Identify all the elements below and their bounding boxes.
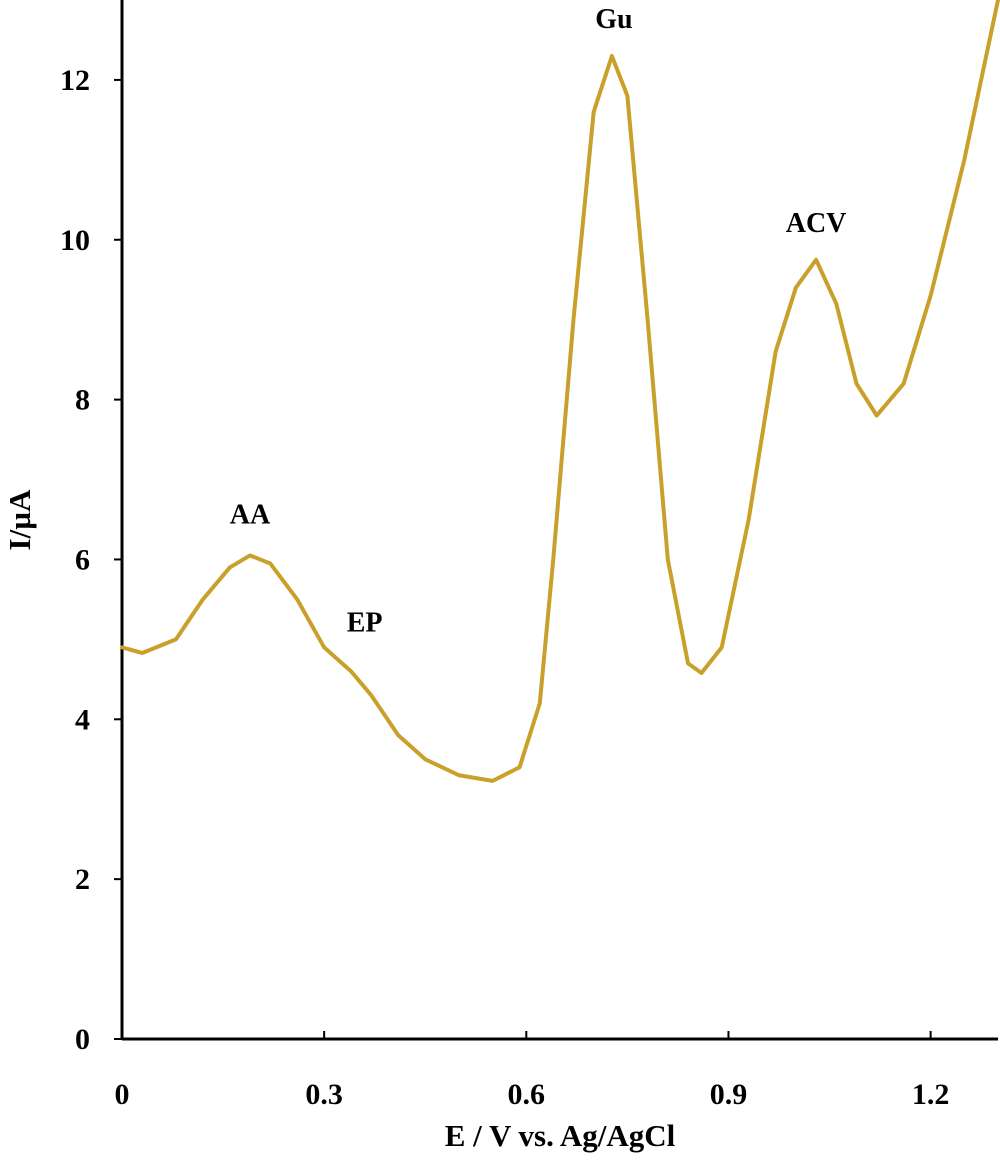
x-tick-label: 0: [115, 1078, 130, 1111]
y-axis-title: I/µA: [2, 489, 37, 551]
annotation: Gu: [595, 4, 632, 35]
x-tick-label: 1.2: [912, 1078, 950, 1111]
y-tick-label: 4: [75, 703, 90, 736]
y-tick-label: 10: [60, 224, 90, 257]
annotation: AA: [230, 499, 271, 530]
x-tick-label: 0.9: [710, 1078, 748, 1111]
x-tick-label: 0.6: [508, 1078, 546, 1111]
y-tick-label: 8: [75, 384, 90, 417]
y-tick-label: 0: [75, 1023, 90, 1056]
annotation: EP: [347, 607, 383, 638]
y-tick-label: 2: [75, 863, 90, 896]
data-line: [120, 0, 1000, 783]
y-tick-label: 6: [75, 543, 90, 576]
x-axis-title: E / V vs. Ag/AgCl: [445, 1118, 676, 1153]
annotation: ACV: [786, 208, 847, 239]
x-tick-label: 0.3: [305, 1078, 343, 1111]
y-tick-label: 12: [60, 64, 90, 97]
